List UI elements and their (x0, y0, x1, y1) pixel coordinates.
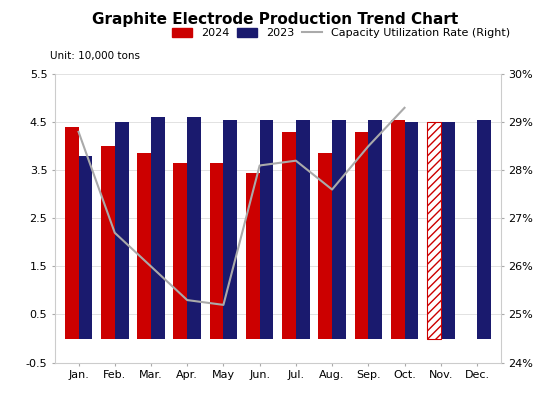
Bar (282, 132, 296, 339)
Bar (79, 156, 92, 339)
Bar (246, 173, 260, 339)
Bar (390, 120, 404, 339)
Bar (427, 122, 441, 339)
Bar (368, 120, 382, 339)
Bar (65, 127, 79, 339)
Bar (210, 163, 223, 339)
Bar (151, 117, 165, 339)
Bar (260, 120, 273, 339)
Bar (404, 122, 419, 339)
Bar (441, 122, 454, 339)
Bar (477, 120, 491, 339)
Bar (296, 120, 310, 339)
Bar (187, 117, 201, 339)
Bar (355, 132, 368, 339)
Bar (101, 146, 115, 339)
Bar (318, 154, 332, 339)
Bar (173, 163, 187, 339)
Text: Graphite Electrode Production Trend Chart: Graphite Electrode Production Trend Char… (92, 12, 458, 27)
Bar (115, 122, 129, 339)
Legend: 2024, 2023, Capacity Utilization Rate (Right): 2024, 2023, Capacity Utilization Rate (R… (172, 28, 510, 38)
Bar (137, 154, 151, 339)
Bar (332, 120, 346, 339)
Text: Unit: 10,000 tons: Unit: 10,000 tons (50, 51, 140, 61)
Bar (223, 120, 237, 339)
